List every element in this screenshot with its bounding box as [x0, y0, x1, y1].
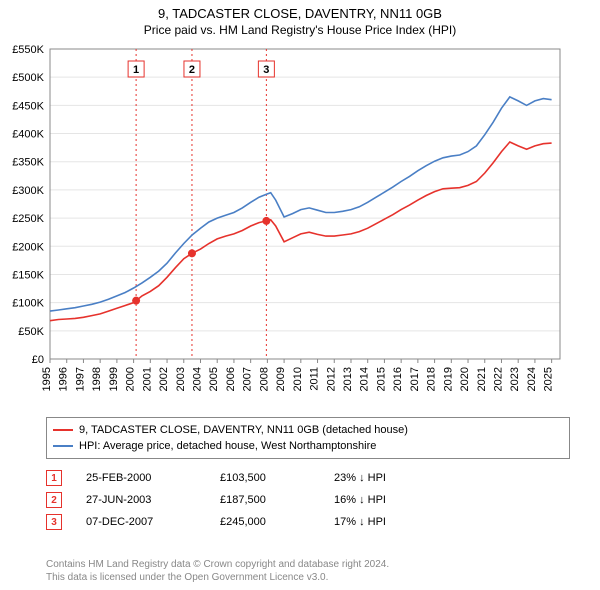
svg-text:2010: 2010: [292, 367, 304, 391]
legend-row: HPI: Average price, detached house, West…: [53, 438, 563, 454]
marker-delta: 23% ↓ HPI: [334, 472, 434, 484]
svg-text:1995: 1995: [41, 367, 53, 391]
legend-label: 9, TADCASTER CLOSE, DAVENTRY, NN11 0GB (…: [79, 424, 408, 436]
footer-attribution: Contains HM Land Registry data © Crown c…: [46, 558, 570, 584]
legend: 9, TADCASTER CLOSE, DAVENTRY, NN11 0GB (…: [46, 417, 570, 459]
svg-text:£250K: £250K: [12, 213, 44, 225]
marker-date: 07-DEC-2007: [86, 516, 196, 528]
series-hpi: [50, 97, 552, 311]
chart-title: 9, TADCASTER CLOSE, DAVENTRY, NN11 0GB: [0, 0, 600, 21]
svg-text:3: 3: [263, 64, 269, 76]
svg-text:2016: 2016: [392, 367, 404, 391]
svg-text:2022: 2022: [492, 367, 504, 391]
svg-text:2020: 2020: [459, 367, 471, 391]
legend-label: HPI: Average price, detached house, West…: [79, 440, 376, 452]
svg-text:2024: 2024: [526, 367, 538, 391]
svg-text:£0: £0: [32, 354, 44, 366]
svg-text:2000: 2000: [125, 367, 137, 391]
legend-row: 9, TADCASTER CLOSE, DAVENTRY, NN11 0GB (…: [53, 422, 563, 438]
svg-text:2: 2: [189, 64, 195, 76]
svg-text:2015: 2015: [375, 367, 387, 391]
marker-dot-1: [132, 297, 140, 305]
chart-area: £0 £50K £100K £150K £200K £250K £300K £350K £400…: [0, 41, 600, 411]
marker-delta: 17% ↓ HPI: [334, 516, 434, 528]
svg-text:£450K: £450K: [12, 100, 44, 112]
svg-text:£100K: £100K: [12, 298, 44, 310]
legend-swatch: [53, 445, 73, 447]
marker-table-row: 2 27-JUN-2003 £187,500 16% ↓ HPI: [46, 489, 570, 511]
svg-text:2008: 2008: [258, 367, 270, 391]
marker-date: 25-FEB-2000: [86, 472, 196, 484]
svg-text:1997: 1997: [74, 367, 86, 391]
marker-price: £103,500: [220, 472, 310, 484]
footer-line-1: Contains HM Land Registry data © Crown c…: [46, 558, 570, 571]
marker-price: £187,500: [220, 494, 310, 506]
svg-text:£150K: £150K: [12, 269, 44, 281]
svg-text:2018: 2018: [426, 367, 438, 391]
chart-subtitle: Price paid vs. HM Land Registry's House …: [0, 21, 600, 41]
svg-text:2005: 2005: [208, 367, 220, 391]
marker-price: £245,000: [220, 516, 310, 528]
svg-text:£500K: £500K: [12, 72, 44, 84]
marker-table-row: 1 25-FEB-2000 £103,500 23% ↓ HPI: [46, 467, 570, 489]
marker-badge: 3: [46, 514, 62, 530]
svg-text:2011: 2011: [309, 367, 321, 391]
svg-text:£300K: £300K: [12, 185, 44, 197]
svg-text:2004: 2004: [191, 367, 203, 391]
marker-date: 27-JUN-2003: [86, 494, 196, 506]
marker-badge: 1: [46, 470, 62, 486]
marker-dot-3: [262, 217, 270, 225]
marker-table-row: 3 07-DEC-2007 £245,000 17% ↓ HPI: [46, 511, 570, 533]
svg-text:2023: 2023: [509, 367, 521, 391]
svg-text:2021: 2021: [476, 367, 488, 391]
svg-text:£200K: £200K: [12, 241, 44, 253]
svg-text:2012: 2012: [325, 367, 337, 391]
svg-text:£350K: £350K: [12, 157, 44, 169]
svg-text:£400K: £400K: [12, 129, 44, 141]
svg-text:2007: 2007: [242, 367, 254, 391]
svg-text:1996: 1996: [58, 367, 70, 391]
svg-text:2014: 2014: [359, 367, 371, 391]
svg-text:2025: 2025: [543, 367, 555, 391]
marker-table: 1 25-FEB-2000 £103,500 23% ↓ HPI 2 27-JUN-200…: [46, 467, 570, 533]
series-price_paid: [50, 142, 552, 321]
legend-swatch: [53, 429, 73, 431]
svg-text:2001: 2001: [141, 367, 153, 391]
svg-text:1999: 1999: [108, 367, 120, 391]
svg-text:£50K: £50K: [18, 326, 44, 338]
svg-text:2003: 2003: [175, 367, 187, 391]
svg-text:2019: 2019: [442, 367, 454, 391]
svg-text:£550K: £550K: [12, 44, 44, 56]
footer-line-2: This data is licensed under the Open Gov…: [46, 571, 570, 584]
svg-text:1: 1: [133, 64, 139, 76]
marker-badge: 2: [46, 492, 62, 508]
chart-svg: £0 £50K £100K £150K £200K £250K £300K £350K £400…: [0, 41, 600, 411]
svg-text:1998: 1998: [91, 367, 103, 391]
marker-dot-2: [188, 249, 196, 257]
marker-delta: 16% ↓ HPI: [334, 494, 434, 506]
svg-text:2002: 2002: [158, 367, 170, 391]
svg-text:2013: 2013: [342, 367, 354, 391]
svg-text:2006: 2006: [225, 367, 237, 391]
svg-text:2017: 2017: [409, 367, 421, 391]
svg-text:2009: 2009: [275, 367, 287, 391]
